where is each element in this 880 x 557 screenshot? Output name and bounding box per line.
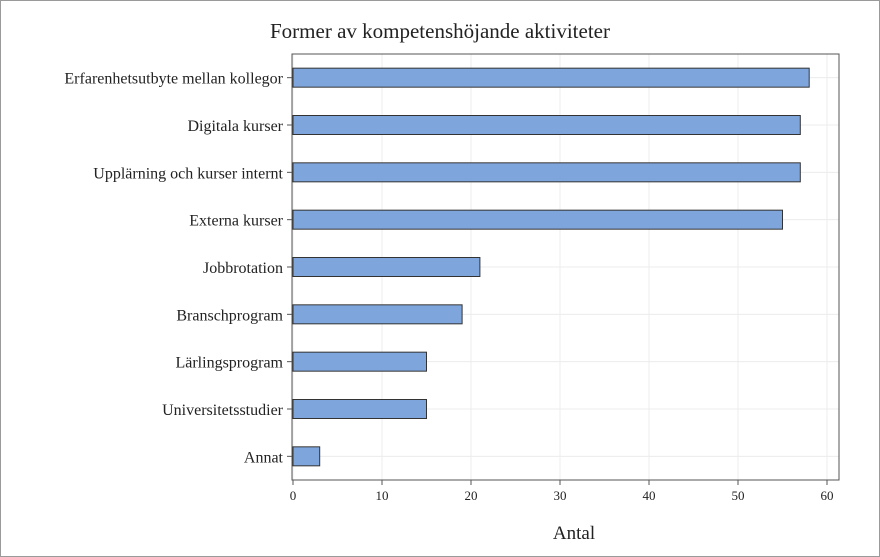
bar	[292, 67, 810, 88]
bar	[292, 399, 427, 419]
x-tick-label: 30	[554, 488, 567, 503]
bar	[292, 304, 463, 325]
x-tick-label: 10	[376, 488, 389, 503]
bar	[292, 351, 427, 372]
category-label: Universitetsstudier	[162, 402, 284, 419]
category-labels: Erfarenhetsutbyte mellan kollegor Digital…	[64, 71, 292, 466]
category-label: Digitala kurser	[187, 118, 283, 135]
bar	[292, 446, 321, 467]
x-axis-label: Antal	[553, 523, 595, 544]
chart-title: Former av kompetenshöjande aktiviteter	[270, 19, 610, 43]
category-label: Lärlingsprogram	[175, 355, 283, 372]
x-tick-label: 40	[643, 488, 656, 503]
x-tick-label: 0	[290, 488, 297, 503]
x-axis-ticks: 0 10 20 30 40 50 60	[290, 480, 834, 503]
x-tick-label: 20	[465, 488, 478, 503]
category-label: Annat	[244, 449, 284, 466]
category-label: Externa kurser	[189, 213, 283, 230]
bar	[292, 162, 801, 183]
category-label: Jobbrotation	[203, 260, 283, 277]
category-label: Branschprogram	[176, 307, 283, 324]
x-tick-label: 50	[732, 488, 745, 503]
bar	[292, 115, 801, 135]
category-label: Erfarenhetsutbyte mellan kollegor	[64, 71, 283, 88]
category-label: Upplärning och kurser internt	[93, 165, 283, 182]
bars	[292, 67, 810, 467]
x-tick-label: 60	[821, 488, 834, 503]
bar	[292, 209, 783, 230]
bar	[292, 257, 481, 277]
